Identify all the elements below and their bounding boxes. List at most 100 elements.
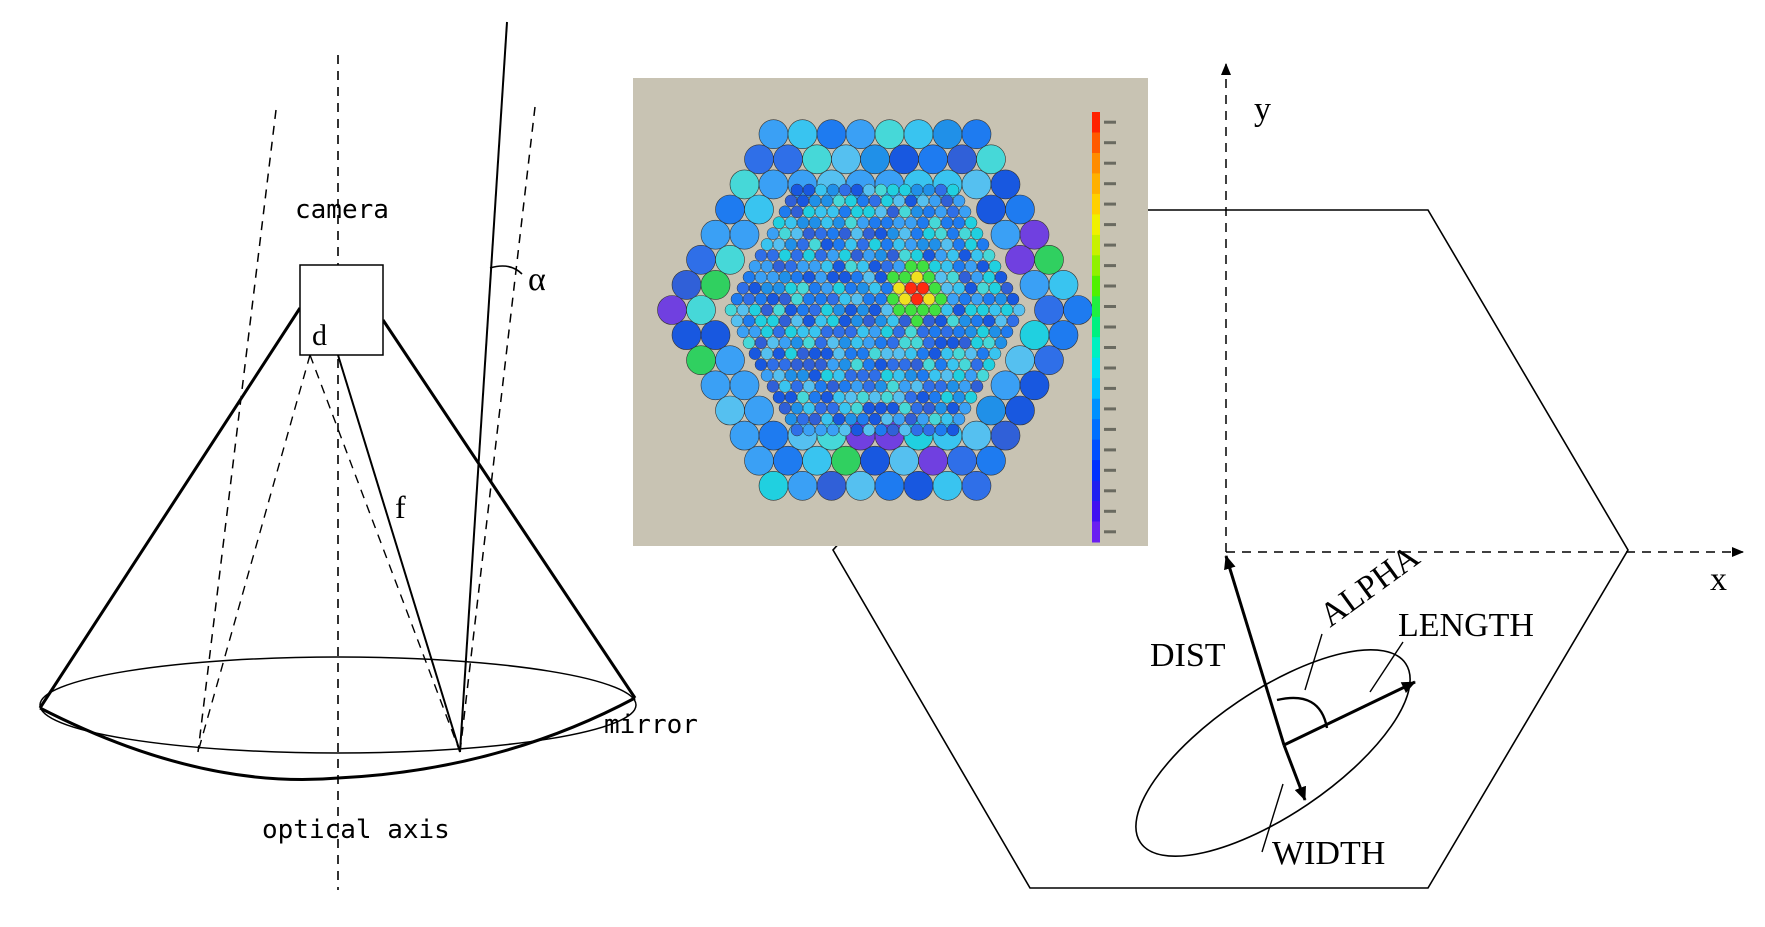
pixel bbox=[928, 260, 942, 273]
pixel bbox=[1063, 295, 1093, 325]
support-left bbox=[38, 307, 302, 709]
pixel bbox=[826, 423, 840, 437]
pixel bbox=[952, 303, 966, 317]
pixel bbox=[850, 336, 864, 349]
pixel bbox=[964, 303, 978, 317]
pixel bbox=[778, 314, 792, 328]
pixel bbox=[880, 369, 894, 382]
pixel bbox=[958, 380, 972, 393]
pixel bbox=[904, 369, 918, 382]
pixel bbox=[862, 205, 876, 219]
pixel bbox=[874, 249, 888, 262]
pixel bbox=[808, 391, 822, 404]
pixel bbox=[802, 227, 816, 240]
pixel bbox=[856, 194, 870, 208]
pixel bbox=[946, 205, 960, 219]
pixel bbox=[990, 370, 1021, 401]
pixel bbox=[814, 401, 828, 415]
pixel bbox=[1019, 370, 1050, 401]
pixel bbox=[961, 470, 992, 501]
pixel bbox=[910, 314, 924, 328]
pixel bbox=[744, 395, 774, 426]
pixel bbox=[831, 144, 861, 175]
pixel bbox=[820, 347, 834, 360]
pixel bbox=[831, 445, 861, 476]
camera-hexagon bbox=[832, 209, 1629, 889]
pixel bbox=[910, 358, 924, 371]
pixel bbox=[952, 369, 966, 382]
pixel bbox=[772, 391, 786, 404]
pixel bbox=[686, 345, 716, 376]
pixel bbox=[982, 358, 996, 371]
pixel bbox=[958, 358, 972, 371]
pixel bbox=[1005, 345, 1035, 376]
pixel bbox=[826, 249, 840, 262]
pixel bbox=[874, 423, 888, 437]
pixel bbox=[889, 445, 919, 476]
pixel bbox=[814, 205, 828, 219]
pixel bbox=[898, 183, 912, 197]
color-scale-step bbox=[1092, 296, 1100, 318]
pixel bbox=[754, 336, 768, 349]
pixel bbox=[904, 325, 918, 339]
pixel bbox=[1005, 194, 1035, 225]
pixel bbox=[922, 292, 936, 306]
pixel bbox=[748, 303, 762, 317]
pixel bbox=[808, 194, 822, 208]
pixel bbox=[916, 303, 930, 317]
pixel bbox=[838, 358, 852, 371]
color-scale-tick bbox=[1104, 386, 1116, 390]
pixel bbox=[826, 380, 840, 393]
pixel bbox=[928, 391, 942, 404]
pixel bbox=[784, 391, 798, 404]
pixel bbox=[958, 292, 972, 306]
pixel bbox=[766, 336, 780, 349]
pixel bbox=[856, 325, 870, 339]
pixel bbox=[832, 303, 846, 317]
pixel bbox=[844, 347, 858, 360]
pixel bbox=[715, 194, 745, 225]
pixel bbox=[862, 423, 876, 437]
pixel bbox=[742, 336, 756, 349]
pixel bbox=[946, 183, 960, 197]
pixel bbox=[862, 314, 876, 328]
pixel bbox=[940, 347, 954, 360]
pixel bbox=[898, 358, 912, 371]
pixel bbox=[952, 238, 966, 251]
pixel bbox=[910, 271, 924, 284]
pixel bbox=[922, 249, 936, 262]
pixel bbox=[928, 194, 942, 208]
ray-dashed-inner-2 bbox=[309, 354, 461, 753]
color-scale-tick bbox=[1104, 346, 1116, 349]
pixel bbox=[784, 347, 798, 360]
pixel bbox=[808, 281, 822, 295]
pixel bbox=[778, 401, 792, 415]
pixel bbox=[976, 347, 990, 360]
pixel bbox=[784, 260, 798, 273]
reflected-ray bbox=[337, 354, 461, 753]
pixel bbox=[760, 260, 774, 273]
color-scale-tick bbox=[1104, 489, 1116, 493]
pixel bbox=[808, 238, 822, 251]
pixel bbox=[862, 401, 876, 415]
pixel bbox=[729, 370, 760, 401]
pixel bbox=[832, 347, 846, 360]
alpha-label: α bbox=[528, 261, 546, 298]
color-scale-tick bbox=[1104, 284, 1116, 288]
pixel bbox=[922, 314, 936, 328]
pixel bbox=[802, 183, 816, 197]
pixel bbox=[826, 314, 840, 328]
pixel bbox=[934, 423, 948, 437]
pixel bbox=[1034, 295, 1064, 325]
pixel bbox=[970, 249, 984, 262]
pixel bbox=[990, 420, 1021, 451]
pixel bbox=[754, 271, 768, 284]
pixel bbox=[964, 325, 978, 339]
color-scale-tick bbox=[1104, 407, 1116, 411]
pixel bbox=[976, 303, 990, 317]
pixel bbox=[802, 144, 832, 175]
pixel bbox=[868, 303, 882, 317]
pixel bbox=[1000, 303, 1014, 317]
mirror-curve bbox=[39, 696, 636, 782]
pixel bbox=[844, 260, 858, 273]
